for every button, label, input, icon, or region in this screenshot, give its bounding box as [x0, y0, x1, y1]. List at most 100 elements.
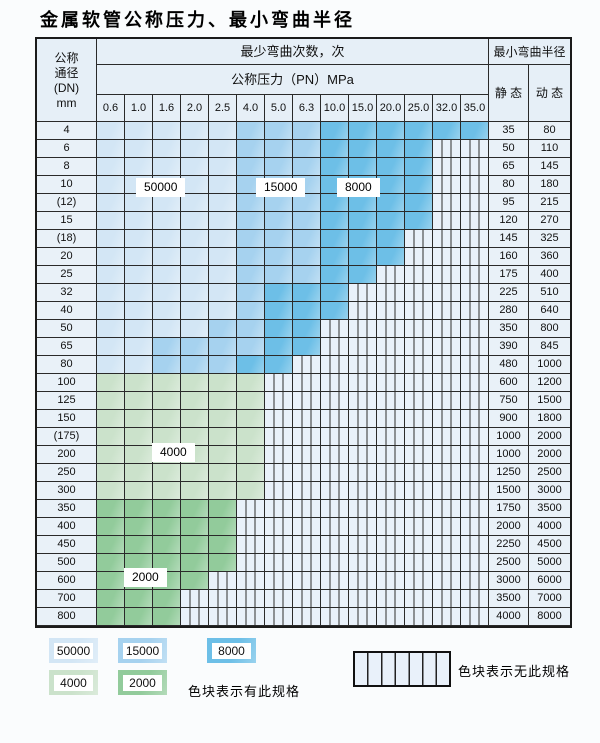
no-spec-cell: [293, 554, 321, 572]
spec-cell-2000: [97, 518, 125, 536]
no-spec-cell: [405, 248, 433, 266]
no-spec-cell: [433, 320, 461, 338]
no-spec-cell: [349, 590, 377, 608]
spec-cell-15000: [209, 338, 237, 356]
spec-cell-4000: [237, 446, 265, 464]
dynamic-radius-cell: 1200: [529, 374, 570, 392]
spec-cell-2000: [97, 554, 125, 572]
no-spec-cell: [461, 428, 489, 446]
no-spec-cell: [293, 482, 321, 500]
no-spec-cell: [433, 410, 461, 428]
static-radius-cell: 390: [489, 338, 529, 356]
spec-cell-4000: [181, 428, 209, 446]
no-spec-cell: [265, 536, 293, 554]
dn-cell: 80: [37, 356, 97, 374]
no-spec-cell: [461, 284, 489, 302]
dn-cell: 600: [37, 572, 97, 590]
spec-cell-4000: [125, 464, 153, 482]
spec-cell-50000: [209, 140, 237, 158]
dn-cell: 300: [37, 482, 97, 500]
legend-swatch-15000: 15000: [118, 638, 167, 663]
dynamic-radius-cell: 400: [529, 266, 570, 284]
no-spec-cell: [461, 194, 489, 212]
no-spec-cell: [377, 572, 405, 590]
static-radius-cell: 80: [489, 176, 529, 194]
no-spec-cell: [377, 410, 405, 428]
no-spec-cell: [209, 608, 237, 626]
dynamic-radius-cell: 80: [529, 122, 570, 140]
spec-cell-4000: [97, 464, 125, 482]
no-spec-cell: [349, 446, 377, 464]
pressure-tick: 32.0: [433, 95, 461, 122]
static-radius-cell: 4000: [489, 608, 529, 626]
legend-swatch-value: 4000: [54, 674, 93, 691]
spec-cell-2000: [153, 554, 181, 572]
spec-cell-15000: [265, 266, 293, 284]
no-spec-cell: [349, 320, 377, 338]
static-radius-cell: 480: [489, 356, 529, 374]
dynamic-radius-cell: 1800: [529, 410, 570, 428]
no-spec-cell: [433, 518, 461, 536]
no-spec-cell: [265, 446, 293, 464]
spec-cell-8000: [405, 158, 433, 176]
spec-cell-50000: [97, 320, 125, 338]
no-spec-cell: [349, 410, 377, 428]
spec-cell-15000: [237, 122, 265, 140]
no-spec-cell: [433, 212, 461, 230]
no-spec-cell: [349, 302, 377, 320]
no-spec-cell: [349, 554, 377, 572]
spec-cell-15000: [265, 158, 293, 176]
spec-cell-50000: [209, 284, 237, 302]
spec-cell-15000: [153, 356, 181, 374]
no-spec-cell: [321, 536, 349, 554]
legend-no-spec-text: 色块表示无此规格: [458, 664, 571, 679]
dn-cell: 25: [37, 266, 97, 284]
legend-swatch-value: 2000: [123, 674, 162, 691]
dynamic-radius-cell: 3000: [529, 482, 570, 500]
spec-cell-50000: [153, 230, 181, 248]
no-spec-cell: [377, 428, 405, 446]
spec-cell-8000: [237, 356, 265, 374]
no-spec-cell: [461, 392, 489, 410]
no-spec-cell: [349, 338, 377, 356]
spec-cell-2000: [209, 518, 237, 536]
spec-cell-50000: [209, 212, 237, 230]
dynamic-radius-cell: 800: [529, 320, 570, 338]
no-spec-cell: [461, 248, 489, 266]
spec-cell-50000: [181, 284, 209, 302]
spec-cell-15000: [237, 212, 265, 230]
spec-cell-50000: [97, 284, 125, 302]
spec-cell-50000: [153, 284, 181, 302]
spec-cell-8000: [377, 230, 405, 248]
spec-cell-50000: [97, 356, 125, 374]
spec-cell-15000: [237, 158, 265, 176]
spec-cell-50000: [97, 176, 125, 194]
dn-header: 公称 通径 (DN) mm: [37, 39, 97, 122]
no-spec-cell: [461, 374, 489, 392]
no-spec-cell: [377, 356, 405, 374]
no-spec-cell: [461, 446, 489, 464]
spec-cell-4000: [97, 410, 125, 428]
dn-header-line: 公称: [54, 50, 79, 65]
spec-cell-4000: [125, 392, 153, 410]
no-spec-cell: [405, 356, 433, 374]
dn-cell: (12): [37, 194, 97, 212]
no-spec-cell: [461, 518, 489, 536]
spec-cell-50000: [181, 140, 209, 158]
no-spec-cell: [349, 428, 377, 446]
spec-cell-2000: [125, 590, 153, 608]
static-radius-cell: 600: [489, 374, 529, 392]
no-spec-cell: [265, 392, 293, 410]
spec-cell-15000: [293, 140, 321, 158]
no-spec-cell: [377, 482, 405, 500]
spec-cell-4000: [97, 428, 125, 446]
spec-cell-2000: [97, 572, 125, 590]
spec-cell-50000: [125, 284, 153, 302]
no-spec-cell: [265, 590, 293, 608]
no-spec-cell: [433, 464, 461, 482]
dn-cell: (175): [37, 428, 97, 446]
static-radius-cell: 3000: [489, 572, 529, 590]
no-spec-cell: [349, 392, 377, 410]
no-spec-cell: [265, 554, 293, 572]
no-spec-cell: [405, 284, 433, 302]
